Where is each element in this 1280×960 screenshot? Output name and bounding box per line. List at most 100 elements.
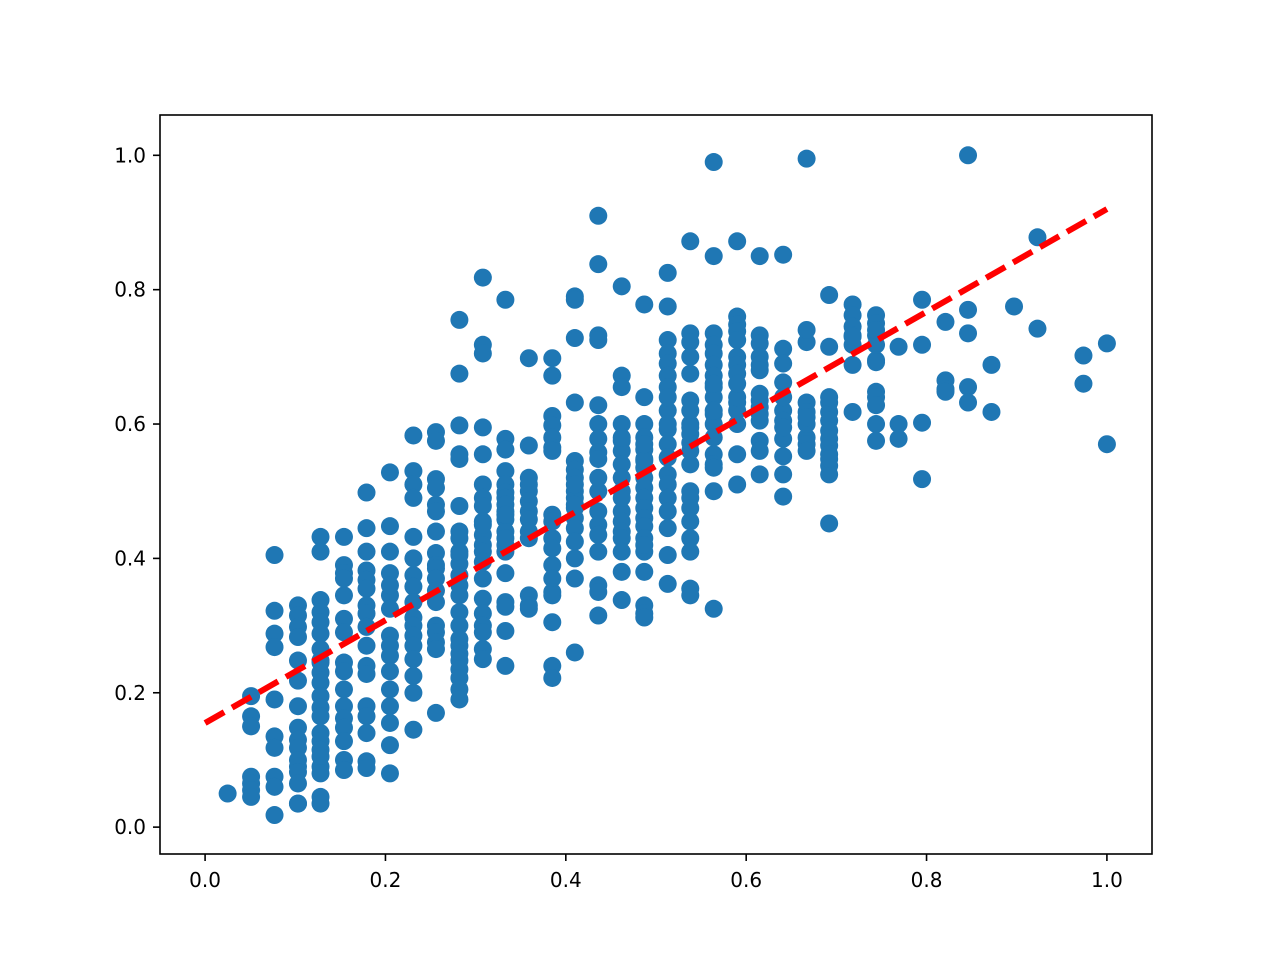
data-point (820, 286, 839, 305)
data-point (380, 463, 399, 482)
data-point (658, 263, 677, 282)
data-point (519, 599, 538, 618)
data-point (426, 431, 445, 450)
data-point (750, 361, 769, 380)
data-point (704, 599, 723, 618)
data-point (242, 717, 261, 736)
data-point (889, 429, 908, 448)
data-point (843, 327, 862, 346)
data-point (612, 441, 631, 460)
data-point (404, 488, 423, 507)
data-point (496, 621, 515, 640)
data-point (565, 549, 584, 568)
data-point (589, 396, 608, 415)
data-point (543, 668, 562, 687)
data-point (450, 542, 469, 561)
data-point (704, 153, 723, 172)
data-point (380, 517, 399, 536)
fit-line-layer (203, 206, 1109, 726)
data-point (750, 441, 769, 460)
data-point (565, 569, 584, 588)
data-point (565, 495, 584, 514)
data-point (843, 355, 862, 374)
data-point (380, 680, 399, 699)
data-point (496, 462, 515, 481)
data-point (774, 373, 793, 392)
data-point (982, 355, 1001, 374)
data-point (380, 662, 399, 681)
data-point (450, 310, 469, 329)
data-point (774, 447, 793, 466)
data-point (543, 569, 562, 588)
data-point (589, 255, 608, 274)
data-point (728, 445, 747, 464)
data-point (589, 331, 608, 350)
data-point (357, 759, 376, 778)
data-point (357, 542, 376, 561)
data-point (519, 468, 538, 487)
data-point (867, 353, 886, 372)
data-point (218, 784, 237, 803)
data-point (589, 429, 608, 448)
data-point (265, 601, 284, 620)
data-point (519, 349, 538, 368)
data-point (450, 416, 469, 435)
data-point (1097, 435, 1116, 454)
data-point (450, 586, 469, 605)
data-point (334, 718, 353, 737)
data-point (704, 247, 723, 266)
data-point (728, 388, 747, 407)
data-point (889, 337, 908, 356)
data-point (404, 549, 423, 568)
data-point (380, 736, 399, 755)
data-point (936, 382, 955, 401)
data-point (774, 465, 793, 484)
data-point (774, 245, 793, 264)
data-point (704, 458, 723, 477)
data-point (357, 707, 376, 726)
data-point (496, 597, 515, 616)
data-point (658, 435, 677, 454)
data-point (843, 402, 862, 421)
data-point (704, 401, 723, 420)
data-point (658, 574, 677, 593)
data-point (288, 774, 307, 793)
data-point (404, 527, 423, 546)
data-point (543, 586, 562, 605)
data-point (265, 546, 284, 565)
data-point (820, 514, 839, 533)
y-tick-label: 0.2 (114, 681, 146, 705)
data-point (797, 441, 816, 460)
data-point (867, 396, 886, 415)
data-point (473, 475, 492, 494)
data-point (589, 525, 608, 544)
data-point (635, 435, 654, 454)
data-point (473, 623, 492, 642)
data-point (658, 415, 677, 434)
data-point (820, 449, 839, 468)
data-point (820, 465, 839, 484)
data-point (959, 300, 978, 319)
data-point (658, 297, 677, 316)
data-point (334, 662, 353, 681)
data-point (612, 277, 631, 296)
data-point (612, 562, 631, 581)
data-point (658, 388, 677, 407)
data-point (450, 449, 469, 468)
data-point (496, 529, 515, 548)
data-point (750, 334, 769, 353)
data-point (681, 542, 700, 561)
data-point (473, 589, 492, 608)
data-point (959, 393, 978, 412)
y-tick-label: 0.8 (114, 278, 146, 302)
data-point (589, 415, 608, 434)
data-point (797, 149, 816, 168)
data-point (404, 426, 423, 445)
data-point (750, 247, 769, 266)
data-point (612, 378, 631, 397)
data-point (404, 475, 423, 494)
data-point (496, 656, 515, 675)
data-point (704, 388, 723, 407)
data-point (473, 418, 492, 437)
